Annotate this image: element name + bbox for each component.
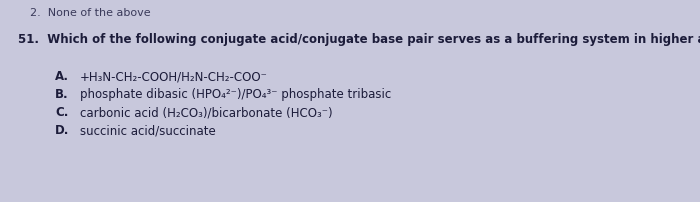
Text: C.: C. bbox=[55, 106, 69, 119]
Text: phosphate dibasic (HPO₄²⁻)/PO₄³⁻ phosphate tribasic: phosphate dibasic (HPO₄²⁻)/PO₄³⁻ phospha… bbox=[80, 88, 391, 101]
Text: succinic acid/succinate: succinic acid/succinate bbox=[80, 124, 216, 137]
Text: +H₃N-CH₂-COOH/H₂N-CH₂-COO⁻: +H₃N-CH₂-COOH/H₂N-CH₂-COO⁻ bbox=[80, 70, 268, 83]
Text: D.: D. bbox=[55, 124, 69, 137]
Text: 2.  None of the above: 2. None of the above bbox=[30, 8, 150, 18]
Text: 51.  Which of the following conjugate acid/conjugate base pair serves as a buffe: 51. Which of the following conjugate aci… bbox=[18, 33, 700, 46]
Text: carbonic acid (H₂CO₃)/bicarbonate (HCO₃⁻): carbonic acid (H₂CO₃)/bicarbonate (HCO₃⁻… bbox=[80, 106, 332, 119]
Text: B.: B. bbox=[55, 88, 69, 101]
Text: A.: A. bbox=[55, 70, 69, 83]
